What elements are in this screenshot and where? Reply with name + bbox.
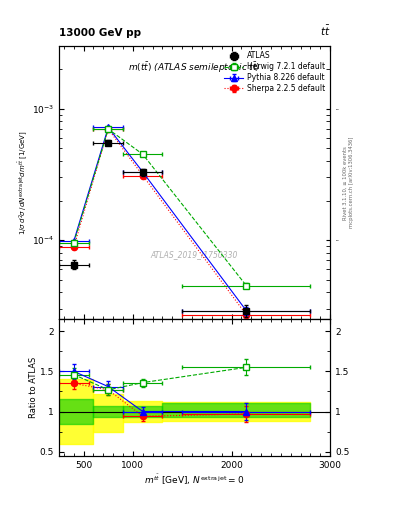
Text: 13000 GeV pp: 13000 GeV pp	[59, 28, 141, 38]
Legend: ATLAS, Herwig 7.2.1 default, Pythia 8.226 default, Sherpa 2.2.5 default: ATLAS, Herwig 7.2.1 default, Pythia 8.22…	[223, 50, 326, 95]
Text: $m(t\bar{t})$ (ATLAS semileptonic $t\bar{t}$): $m(t\bar{t})$ (ATLAS semileptonic $t\bar…	[128, 60, 261, 75]
X-axis label: $m^{t\bar{t}}$ [GeV], $N^{\rm extra\,jet} = 0$: $m^{t\bar{t}}$ [GeV], $N^{\rm extra\,jet…	[145, 472, 244, 487]
Y-axis label: $1/\sigma\,d^2\!\sigma\,/\,dN^{\rm extra\,jet}dm^{t\bar{t}}$ [1/GeV]: $1/\sigma\,d^2\!\sigma\,/\,dN^{\rm extra…	[17, 130, 30, 235]
Text: $t\bar{t}$: $t\bar{t}$	[320, 24, 330, 38]
Y-axis label: Rivet 3.1.10, ≥ 100k events
mcplots.cern.ch [arXiv:1306.3436]: Rivet 3.1.10, ≥ 100k events mcplots.cern…	[343, 137, 354, 228]
Y-axis label: Ratio to ATLAS: Ratio to ATLAS	[29, 357, 39, 418]
Text: ATLAS_2019_I1750330: ATLAS_2019_I1750330	[151, 250, 238, 259]
